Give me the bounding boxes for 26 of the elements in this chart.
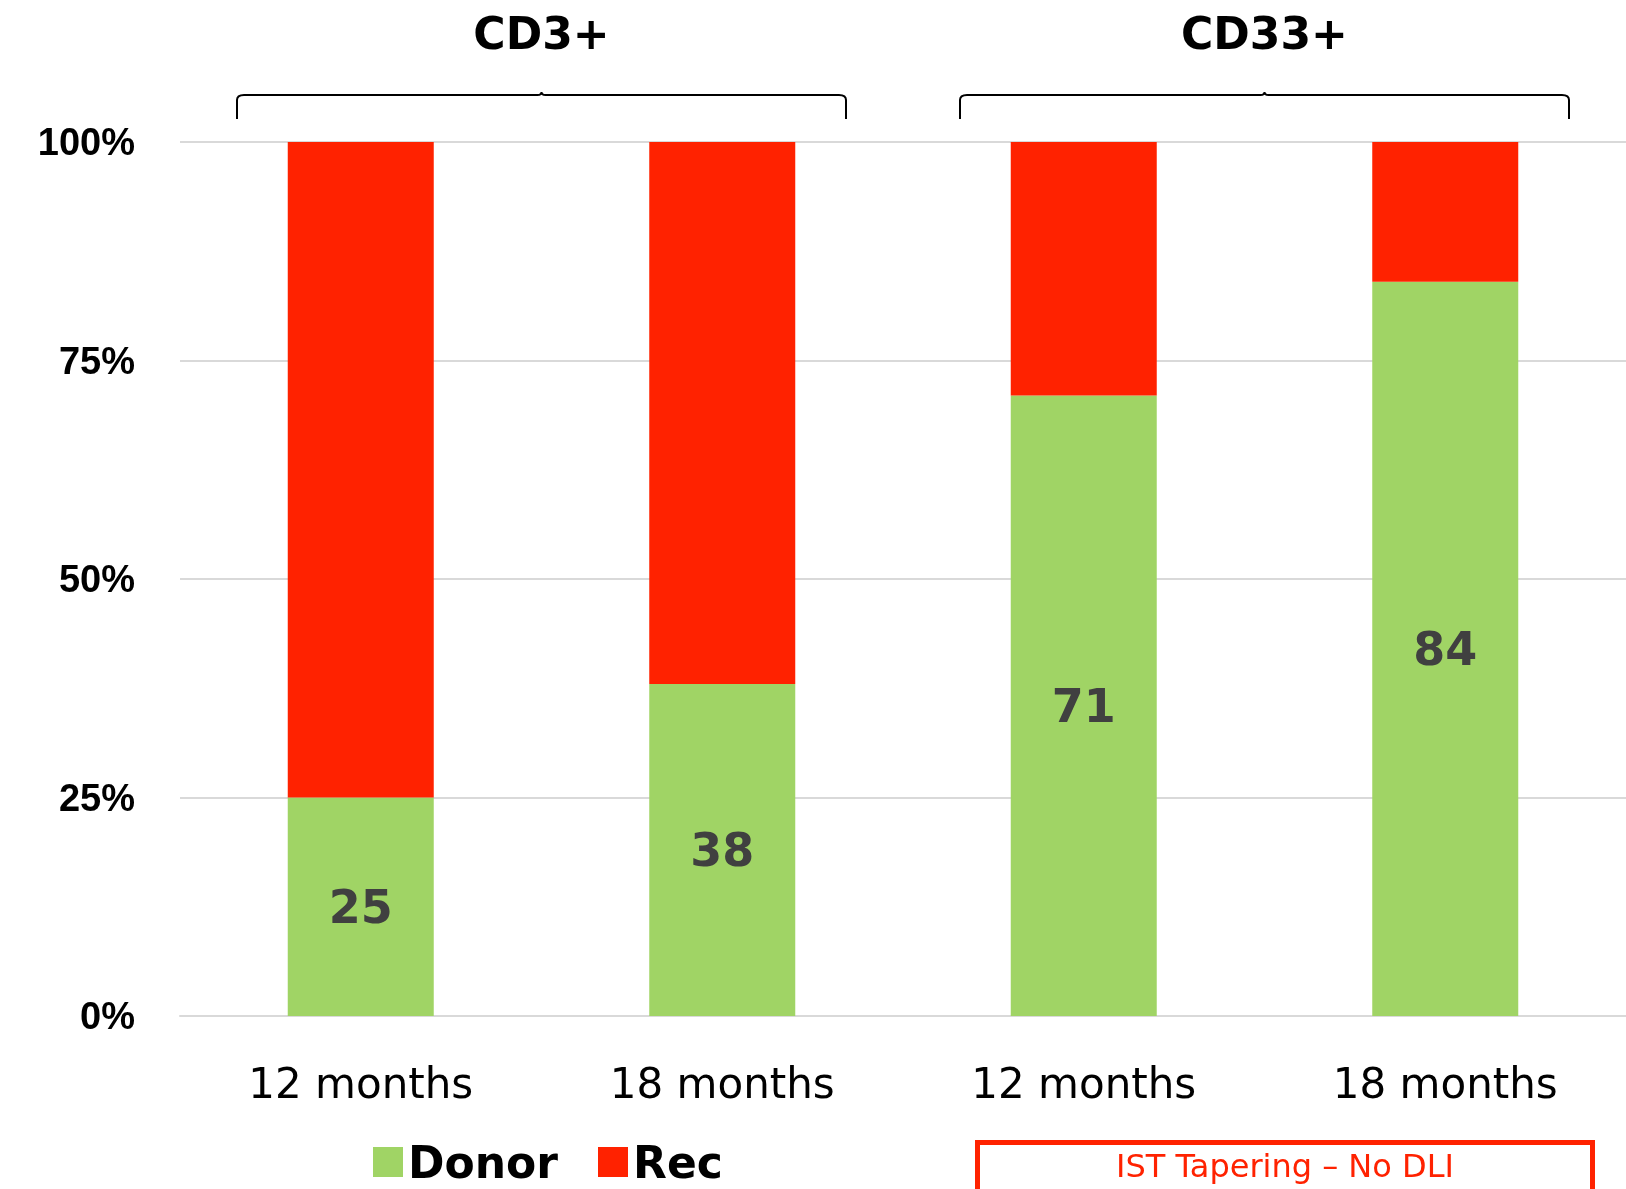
y-tick-label: 100%	[37, 121, 135, 163]
y-tick-label: 75%	[58, 339, 135, 382]
bar	[287, 142, 434, 798]
bar	[649, 683, 796, 1016]
data-label: 25	[328, 879, 393, 934]
bar	[1010, 395, 1157, 1016]
bar	[287, 797, 434, 1016]
x-tick-label: 12 months	[971, 1058, 1197, 1108]
text: CD3+	[472, 8, 611, 59]
y-tick-label: 25%	[58, 776, 135, 819]
bar	[1372, 281, 1519, 1016]
x-tick-label: 18 months	[1332, 1058, 1558, 1108]
y-tick-label: 0%	[80, 995, 135, 1037]
text: CD33+	[1180, 8, 1349, 59]
data-label: 38	[690, 822, 755, 877]
note-box: IST Tapering – No DLI	[975, 1140, 1595, 1189]
bar	[1010, 142, 1157, 396]
data-label: 71	[1051, 678, 1116, 733]
x-tick-label: 18 months	[609, 1058, 835, 1108]
bar	[1372, 142, 1519, 282]
y-tick-label: 50%	[58, 558, 135, 600]
data-label: 84	[1413, 621, 1478, 676]
legend-label: Donor	[408, 1136, 559, 1188]
legend-label: Rec	[633, 1136, 723, 1188]
x-tick-label: 12 months	[248, 1058, 474, 1108]
bar	[649, 142, 796, 684]
